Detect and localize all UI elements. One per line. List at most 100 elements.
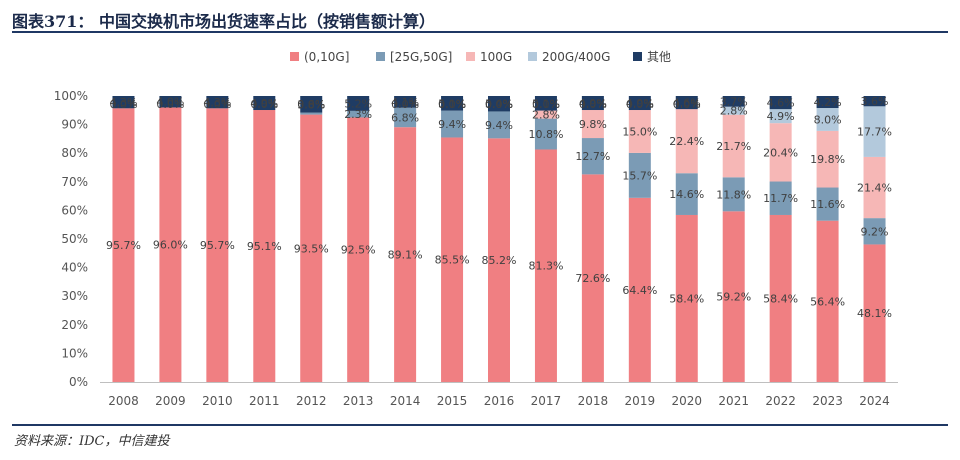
bar-segment bbox=[112, 96, 135, 109]
data-label: 92.5% bbox=[341, 244, 376, 257]
data-label: 58.4% bbox=[763, 292, 798, 305]
bar-segment bbox=[253, 110, 276, 382]
data-label: 0.0% bbox=[391, 98, 419, 111]
x-tick-label: 2017 bbox=[531, 394, 562, 408]
data-label: 93.5% bbox=[294, 242, 329, 255]
source-note: 资料来源：IDC，中信建投 bbox=[14, 434, 170, 449]
bar-segment bbox=[863, 96, 886, 107]
x-tick-label: 2013 bbox=[343, 394, 374, 408]
data-label: 0.0% bbox=[438, 98, 466, 111]
bar-segment bbox=[394, 96, 417, 108]
y-tick-label: 10% bbox=[61, 346, 88, 360]
x-tick-label: 2008 bbox=[108, 394, 139, 408]
bar-segment bbox=[816, 96, 839, 109]
data-label: 0.0% bbox=[109, 98, 137, 111]
data-label: 48.1% bbox=[857, 307, 892, 320]
data-label: 5.2% bbox=[344, 97, 372, 110]
data-label: 4.9% bbox=[579, 97, 607, 110]
bar-segment bbox=[816, 220, 839, 382]
data-label: 4.0% bbox=[156, 96, 184, 109]
bar-segment bbox=[628, 152, 651, 198]
data-label: 0.0% bbox=[485, 98, 513, 111]
data-label: 0.0% bbox=[673, 98, 701, 111]
bar-segment bbox=[394, 107, 417, 128]
y-tick-label: 100% bbox=[54, 89, 88, 103]
bar-segment bbox=[581, 174, 604, 382]
data-label: 0.0% bbox=[485, 98, 513, 111]
bar-segment bbox=[863, 244, 886, 382]
data-label: 85.2% bbox=[482, 254, 517, 267]
bar-segment bbox=[675, 109, 698, 174]
x-tick-label: 2016 bbox=[484, 394, 515, 408]
data-label: 89.1% bbox=[388, 249, 423, 262]
y-tick-label: 0% bbox=[69, 375, 88, 389]
data-label: 3.6% bbox=[861, 95, 889, 108]
bar-segment bbox=[628, 110, 651, 153]
bar-segment bbox=[347, 96, 370, 111]
bar-segment bbox=[722, 96, 745, 107]
data-label: 2.3% bbox=[344, 108, 372, 121]
bar-segment bbox=[863, 218, 886, 245]
bar-segment bbox=[722, 177, 745, 212]
data-label: 11.6% bbox=[810, 198, 845, 211]
bar-segment bbox=[300, 96, 323, 113]
bar-segment bbox=[722, 211, 745, 382]
y-tick-label: 20% bbox=[61, 318, 88, 332]
data-label: 11.8% bbox=[716, 188, 751, 201]
x-tick-label: 2019 bbox=[625, 394, 656, 408]
bar-segment bbox=[628, 96, 651, 111]
y-tick-label: 60% bbox=[61, 203, 88, 217]
data-label: 4.1% bbox=[391, 96, 419, 109]
data-label: 4.3% bbox=[203, 96, 231, 109]
data-label: 95.7% bbox=[106, 239, 141, 252]
x-tick-label: 2021 bbox=[718, 394, 749, 408]
data-label: 5.4% bbox=[485, 98, 513, 111]
data-label: 0.0% bbox=[203, 98, 231, 111]
data-label: 95.1% bbox=[247, 240, 282, 253]
data-label: 85.5% bbox=[435, 254, 470, 267]
bar-segment bbox=[816, 130, 839, 188]
data-label: 2.8% bbox=[532, 109, 560, 122]
y-tick-label: 70% bbox=[61, 175, 88, 189]
data-label: 11.7% bbox=[763, 192, 798, 205]
data-label: 9.8% bbox=[579, 118, 607, 131]
data-label: 64.4% bbox=[622, 284, 657, 297]
chart-legend: (0,10G] [25G,50G] 100G 200G/400G 其他 bbox=[290, 50, 671, 64]
bottom-rule bbox=[12, 424, 948, 426]
bars bbox=[112, 96, 886, 382]
bar-segment bbox=[112, 108, 135, 382]
bar-segment bbox=[769, 109, 792, 124]
data-label: 19.8% bbox=[810, 153, 845, 166]
data-label: 9.4% bbox=[438, 118, 466, 131]
title-bar: 图表371： 中国交换机市场出货速率占比（按销售额计算） bbox=[12, 6, 948, 31]
x-tick-label: 2011 bbox=[249, 394, 280, 408]
bar-segment bbox=[769, 96, 792, 110]
data-label: 81.3% bbox=[528, 260, 563, 273]
bar-segment bbox=[769, 214, 792, 382]
data-label: 17.7% bbox=[857, 126, 892, 139]
data-label: 20.4% bbox=[763, 146, 798, 159]
legend-label-2: 100G bbox=[480, 50, 512, 64]
legend-label-3: 200G/400G bbox=[542, 50, 610, 64]
legend-swatch-0 bbox=[290, 52, 299, 61]
data-label: 22.4% bbox=[669, 135, 704, 148]
data-label: 0.0% bbox=[156, 98, 184, 111]
data-label: 5.8% bbox=[297, 98, 325, 111]
data-label: 4.3% bbox=[109, 96, 137, 109]
bar-segment bbox=[159, 96, 182, 108]
bar-segment bbox=[488, 138, 510, 382]
stacked-bar-chart: (0,10G] [25G,50G] 100G 200G/400G 其他 0% 10% 20% 3… bbox=[54, 50, 898, 408]
data-label: 5.1% bbox=[532, 97, 560, 110]
data-label: 21.4% bbox=[857, 182, 892, 195]
data-label: 0.0% bbox=[438, 98, 466, 111]
data-label: 4.6% bbox=[673, 97, 701, 110]
data-label: 4.6% bbox=[767, 97, 795, 110]
data-label: 0.0% bbox=[250, 98, 278, 111]
bar-segment bbox=[300, 112, 323, 115]
bar-segment bbox=[628, 197, 651, 382]
data-label: 0.6% bbox=[297, 98, 325, 111]
bar-segment bbox=[534, 96, 557, 111]
x-tick-label: 2014 bbox=[390, 394, 421, 408]
bar-segment bbox=[488, 96, 510, 112]
data-label: 15.7% bbox=[622, 169, 657, 182]
